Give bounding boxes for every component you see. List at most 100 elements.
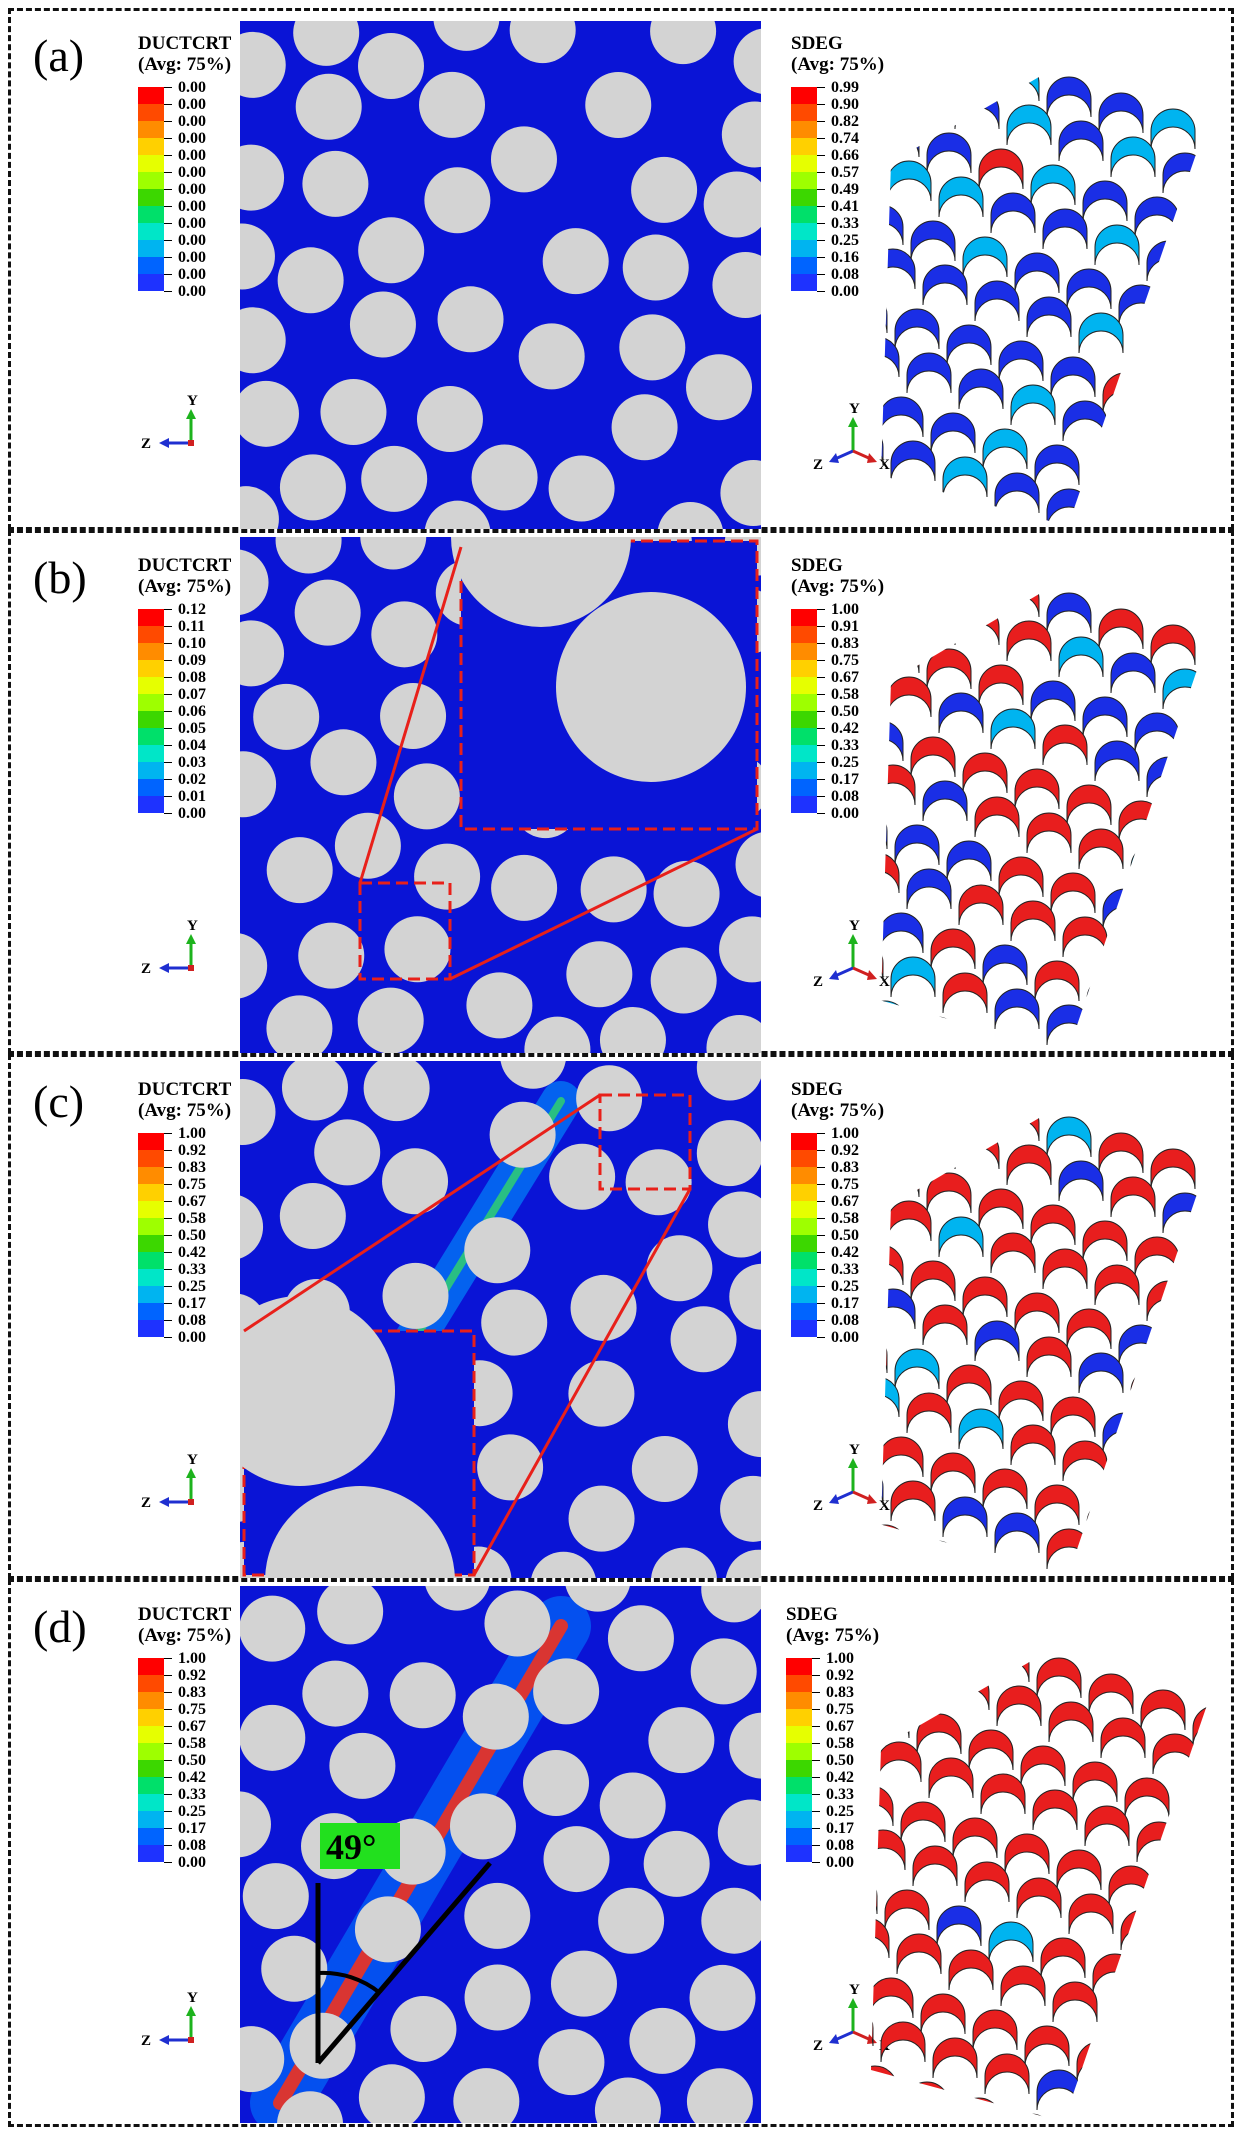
fiber-shell-segment — [1062, 916, 1108, 958]
scale-tick — [164, 274, 172, 275]
fiber-shell-segment — [982, 944, 1028, 986]
scale-value: 0.83 — [178, 1159, 206, 1176]
scale-tick — [817, 660, 825, 661]
fiber-shell-segment — [932, 1625, 978, 1667]
scale-value: 0.17 — [831, 1295, 859, 1312]
fiber-shell-segment — [1056, 1849, 1102, 1891]
scale-value: 0.08 — [831, 266, 859, 283]
scale-tick — [164, 1269, 172, 1270]
fiber-cross-section — [240, 620, 285, 687]
scale-value: 0.99 — [831, 79, 859, 96]
axis-y-label: Y — [187, 1452, 198, 1468]
fiber-cross-section — [720, 460, 761, 526]
fiber-cross-section — [701, 1586, 761, 1623]
fiber-shell-segment — [910, 1260, 956, 1302]
fiber-cross-section — [240, 380, 299, 447]
axis-triad-icon: YZ — [141, 1990, 198, 2049]
fiber-cross-section — [298, 922, 365, 989]
fiber-shell-segment — [871, 1829, 906, 1871]
fiber-cross-section — [317, 1586, 384, 1645]
fiber-cross-section — [453, 2068, 520, 2123]
fiber-cross-section — [240, 1791, 271, 1858]
legend-title: SDEG — [786, 1604, 838, 1625]
fiber-shell-segment — [1058, 1160, 1104, 1202]
fiber-shell-segment — [996, 1685, 1042, 1727]
fiber-cross-section — [696, 1061, 761, 1101]
fiber-shell-segment — [1130, 328, 1176, 370]
color-swatch — [138, 138, 164, 155]
fiber-cross-section — [240, 1704, 306, 1771]
scale-tick — [812, 1709, 820, 1710]
fiber-cross-section — [240, 1195, 264, 1259]
fiber-cross-section — [703, 171, 761, 238]
scale-value: 0.58 — [831, 1210, 859, 1227]
color-swatch — [791, 1320, 817, 1337]
scale-value: 0.33 — [178, 1261, 206, 1278]
scale-tick — [817, 1201, 825, 1202]
color-scale: 1.00 0.92 0.83 0.75 0.67 0.58 0.50 0.42 0.33 0.25… — [138, 1650, 228, 1871]
fiber-shell-segment — [1006, 1144, 1052, 1186]
fiber-cross-section — [275, 537, 342, 574]
scale-tick — [817, 274, 825, 275]
fiber-cross-section — [531, 1551, 596, 1578]
color-swatch — [791, 121, 817, 138]
panel-d: (d) DUCTCRT (Avg: 75%) 1.00 0.92 0.83 0.75 0.6… — [8, 1579, 1234, 2127]
fiber-cross-section — [706, 1014, 761, 1053]
fiber-cross-section — [524, 1016, 591, 1053]
sdeg-legend: SDEG (Avg: 75%) 1.00 0.91 0.83 0.75 0.67 0.58 0.… — [791, 555, 884, 822]
color-scale: 0.12 0.11 0.10 0.09 0.08 0.07 0.06 0.05 0.04 0.03… — [138, 601, 228, 822]
scale-value: 0.09 — [178, 652, 206, 669]
fiber-shell-segment — [881, 248, 916, 290]
axis-y-label: Y — [849, 918, 860, 934]
scale-value: 0.50 — [178, 1752, 206, 1769]
fiber-shell-segment — [910, 220, 956, 262]
fiber-shell-segment — [1198, 256, 1221, 298]
fiber-cross-section — [253, 683, 320, 750]
fiber-cross-section — [653, 860, 720, 927]
scale-tick — [817, 291, 825, 292]
axis-x-label: X — [879, 1498, 890, 1514]
fiber-cross-section — [733, 28, 761, 94]
fiber-cross-section — [424, 500, 491, 529]
scale-tick — [817, 240, 825, 241]
scale-tick — [817, 121, 825, 122]
fiber-shell-segment — [988, 1921, 1034, 1963]
color-swatch — [138, 1150, 164, 1167]
fiber-cross-section — [240, 307, 286, 374]
fiber-shell-segment — [958, 884, 1004, 926]
fiber-shell-segment — [1020, 1745, 1066, 1787]
fiber-shell-segment — [1050, 1396, 1096, 1438]
fiber-cross-section — [725, 1549, 761, 1578]
color-swatch — [138, 189, 164, 206]
fiber-shell-segment — [881, 292, 888, 334]
fiber-cross-section — [721, 101, 761, 168]
fiber-shell-segment — [1202, 124, 1221, 166]
scale-tick — [164, 1201, 172, 1202]
sdeg-legend: SDEG (Avg: 75%) 0.99 0.90 0.82 0.74 0.66 0.57 0.… — [791, 33, 884, 300]
axis-z-label: Z — [813, 457, 823, 473]
color-swatch — [791, 643, 817, 660]
fiber-shell-segment — [1102, 1412, 1148, 1454]
fiber-shell-segment — [881, 1464, 884, 1506]
scale-tick — [164, 643, 172, 644]
fiber-shell-segment — [974, 280, 1020, 322]
fiber-shell-segment — [881, 632, 920, 674]
fiber-shell-segment — [998, 1380, 1044, 1422]
color-swatch — [791, 694, 817, 711]
scale-tick — [164, 626, 172, 627]
color-swatch — [138, 1167, 164, 1184]
color-swatch — [138, 223, 164, 240]
scale-tick — [817, 1286, 825, 1287]
fiber-shell-segment — [1036, 2069, 1082, 2111]
scale-tick — [164, 728, 172, 729]
fiber-shell-segment — [881, 1000, 908, 1042]
fiber-shell-segment — [1154, 904, 1200, 946]
fiber-shell-segment — [881, 912, 924, 954]
scale-tick — [812, 1862, 820, 1863]
scale-value: 0.50 — [831, 1227, 859, 1244]
fiber-shell-segment — [990, 708, 1036, 750]
fiber-shell-segment — [881, 940, 884, 982]
fiber-shell-segment — [1186, 728, 1221, 770]
